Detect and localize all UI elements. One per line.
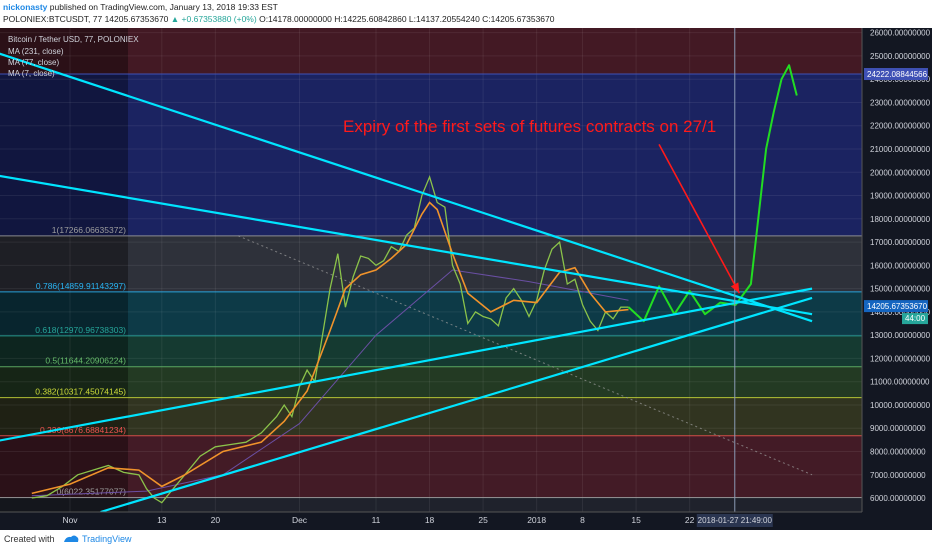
band-top-red [0, 28, 862, 75]
x-tick-label: 25 [478, 515, 488, 525]
x-tick-label: 11 [372, 515, 381, 525]
created-with-label: Created with [4, 534, 55, 544]
x-tick-label: 8 [580, 515, 585, 525]
y-tick-label: 7000.00000000 [870, 471, 926, 480]
price-change: ▲ +0.67353880 (+0%) [170, 14, 257, 24]
y-tick-label: 11000.00000000 [870, 378, 930, 387]
fib-label: 0.786(14859.91143297) [36, 281, 126, 291]
fib-label: 0.382(10317.45074145) [35, 387, 126, 397]
y-tick-label: 19000.00000000 [870, 192, 931, 201]
footer: Created with TradingView [0, 530, 932, 550]
last-price-label: 14205.67353670 [867, 302, 928, 311]
fib-band-5 [0, 435, 862, 498]
range-shade-left [0, 28, 128, 512]
fib-anchor-line [238, 235, 813, 476]
legend-ma-231[interactable]: MA (231, close) [8, 47, 64, 56]
y-tick-label: 9000.00000000 [870, 424, 926, 433]
y-tick-label: 15000.00000000 [870, 285, 931, 294]
x-tick-label: 22 [685, 515, 695, 525]
band-bottom [0, 497, 862, 512]
author-name[interactable]: nickonasty [3, 2, 48, 12]
ma-231-line [31, 269, 629, 497]
tradingview-logo-icon [62, 533, 80, 547]
trendline [0, 174, 813, 316]
fib-band-1 [0, 291, 862, 336]
countdown-tag [902, 313, 928, 325]
y-tick-label: 8000.00000000 [870, 448, 926, 457]
ma-77-line [31, 201, 629, 495]
price-chart[interactable]: 1(17266.06635372) 0.786(14859.91143297) 0.… [0, 28, 932, 530]
fib-label: 0(6022.35177077) [57, 487, 127, 497]
trendline [0, 287, 813, 442]
fib-label: 0.236(8676.68841234) [40, 425, 126, 435]
y-tick-label: 26000.00000000 [870, 29, 931, 38]
chart-area[interactable]: 1(17266.06635372) 0.786(14859.91143297) 0.… [0, 28, 932, 530]
x-axis-panel [0, 512, 932, 530]
y-tick-label: 13000.00000000 [870, 331, 931, 340]
upper-target-tag [864, 68, 928, 81]
annotation-arrow-head [730, 282, 740, 294]
chart-header: nickonasty published on TradingView.com,… [0, 0, 932, 28]
legend-ma-7[interactable]: MA (7, close) [8, 69, 55, 78]
trendline [100, 296, 813, 514]
y-tick-label: 21000.00000000 [870, 145, 931, 154]
legend-title: Bitcoin / Tether USD, 77, POLONIEX [8, 35, 139, 44]
annotation-text: Expiry of the first sets of futures cont… [343, 117, 716, 136]
fib-band-2 [0, 335, 862, 367]
symbol-label: POLONIEX:BTCUSDT, 77 [3, 14, 103, 24]
tradingview-brand[interactable]: TradingView [82, 534, 132, 544]
x-tick-label: Dec [292, 515, 308, 525]
x-tick-label: Nov [62, 515, 78, 525]
fib-lines: 1(17266.06635372) 0.786(14859.91143297) 0.… [0, 73, 862, 499]
x-tick-label: 2018 [527, 515, 546, 525]
fib-band-0 [0, 235, 862, 292]
y-tick-label: 17000.00000000 [870, 238, 931, 247]
x-tick-label: 18 [425, 515, 435, 525]
y-tick-label: 20000.00000000 [870, 168, 931, 177]
fib-band-3 [0, 366, 862, 398]
fib-label: 0.5(11644.20906224) [45, 356, 126, 366]
fib-label: 1(17266.06635372) [52, 225, 126, 235]
chart-grid [0, 28, 862, 512]
upper-target-label: 24222.08844566 [867, 70, 928, 79]
x-tick-label: 13 [157, 515, 167, 525]
trendlines-layer [0, 52, 813, 514]
x-tick-label: 15 [631, 515, 641, 525]
y-tick-label: 10000.00000000 [870, 401, 931, 410]
y-tick-label: 6000.00000000 [870, 494, 926, 503]
y-tick-label: 23000.00000000 [870, 98, 931, 107]
series-layer [31, 64, 798, 504]
price-line [31, 174, 629, 504]
y-tick-label: 12000.00000000 [870, 354, 931, 363]
countdown-label: 44:00 [905, 314, 926, 323]
y-tick-label: 18000.00000000 [870, 215, 931, 224]
ohlc-line: POLONIEX:BTCUSDT, 77 14205.67353670 ▲ +0… [3, 14, 555, 24]
y-tick-label: 16000.00000000 [870, 261, 931, 270]
expiry-date-label: 2018-01-27 21:49:00 [698, 516, 773, 525]
publish-text: published on TradingView.com, January 13… [49, 2, 278, 12]
x-tick-label: 20 [211, 515, 221, 525]
overlay-layer [658, 28, 741, 512]
expiry-date-tag [696, 514, 773, 527]
fib-label: 0.618(12970.96738303) [35, 325, 126, 335]
fib-bands [0, 28, 862, 512]
y-tick-label: 22000.00000000 [870, 122, 931, 131]
y-axis-panel [862, 28, 932, 530]
legend-ma-77[interactable]: MA (77, close) [8, 58, 59, 67]
chart-legend: Bitcoin / Tether USD, 77, POLONIEX MA (2… [8, 35, 139, 78]
publish-info: nickonasty published on TradingView.com,… [3, 2, 278, 12]
annotation-arrow-line [658, 143, 741, 294]
fib-band-4 [0, 397, 862, 436]
y-tick-label: 25000.00000000 [870, 52, 931, 61]
trendline [0, 52, 813, 323]
last-price-tag [864, 300, 928, 313]
band-upper-blue [0, 74, 862, 236]
y-tick-label: 14000.00000000 [870, 308, 931, 317]
ohlc-values: O:14178.00000000 H:14225.60842860 L:1413… [259, 14, 555, 24]
price-value: 14205.67353670 [104, 14, 169, 24]
axes-layer: 6000.00000000 7000.00000000 8000.00000000 9… [0, 28, 932, 530]
